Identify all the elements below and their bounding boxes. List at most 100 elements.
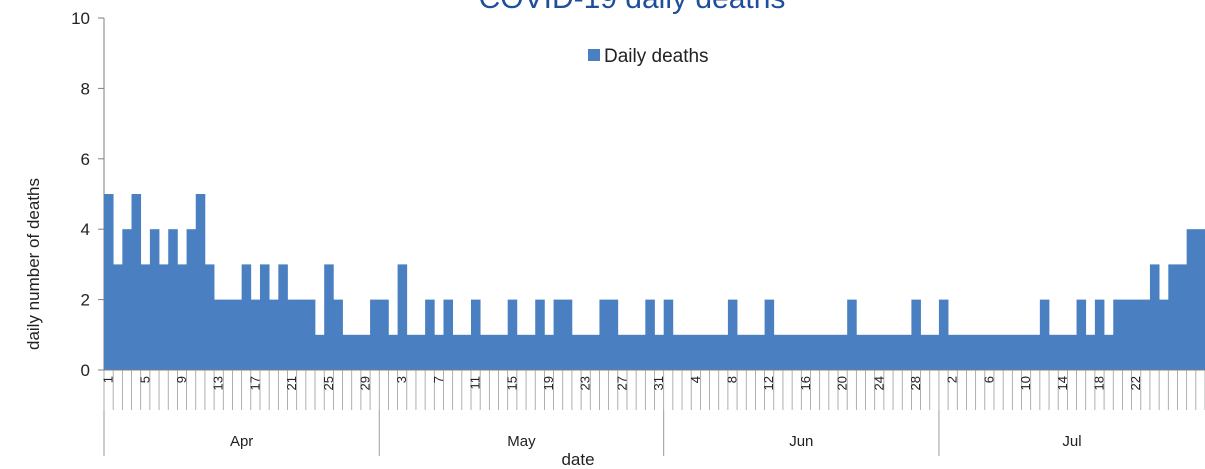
bar	[425, 299, 435, 370]
bar	[535, 299, 545, 370]
x-tick-label: 11	[468, 376, 483, 390]
bar	[1030, 334, 1041, 370]
bar	[746, 334, 756, 370]
bar	[838, 334, 848, 370]
bar	[1122, 299, 1132, 370]
bar	[1094, 299, 1105, 370]
bar	[379, 299, 389, 370]
bar	[709, 334, 720, 370]
bar	[443, 299, 454, 370]
bar	[865, 334, 876, 370]
bar	[434, 334, 444, 370]
bar	[397, 264, 408, 370]
bar	[1195, 229, 1205, 370]
bar	[526, 334, 536, 370]
bar	[847, 299, 857, 370]
bar	[168, 229, 178, 370]
y-tick-label: 2	[81, 291, 90, 310]
bar	[810, 334, 821, 370]
bar	[159, 264, 169, 370]
x-tick-label: 2	[945, 376, 960, 383]
x-tick-label: 22	[1128, 376, 1143, 390]
legend: Daily deaths	[588, 46, 709, 67]
x-tick-label: 5	[137, 376, 152, 383]
bar	[452, 334, 463, 370]
bar	[1076, 299, 1087, 370]
bar	[204, 264, 215, 370]
bar	[370, 299, 380, 370]
bar	[893, 334, 903, 370]
bar	[764, 299, 775, 370]
bar	[232, 299, 242, 370]
bar	[645, 299, 655, 370]
x-tick-label: 24	[871, 376, 886, 390]
bar-series	[104, 194, 1205, 370]
x-tick-label: 7	[431, 376, 446, 383]
bar	[406, 334, 417, 370]
bar	[737, 334, 747, 370]
bar	[883, 334, 894, 370]
bar	[186, 229, 197, 370]
bar	[663, 299, 674, 370]
bar	[489, 334, 499, 370]
x-tick-label: 31	[651, 376, 666, 390]
bar	[1186, 229, 1197, 370]
month-label: May	[507, 433, 536, 450]
x-tick-label: 14	[1055, 376, 1070, 390]
x-axis: 1 5 9 13 17 21 25 29 3 7 11 15 19 23 27 31 4 8 12 16 20 24 28 2…	[101, 369, 1205, 456]
bar	[617, 334, 628, 370]
bar	[1113, 299, 1123, 370]
bar	[1067, 334, 1077, 370]
bar	[214, 299, 224, 370]
x-tick-label: 10	[1018, 376, 1033, 390]
bar	[590, 334, 600, 370]
bar	[1003, 334, 1013, 370]
x-axis-label: date	[561, 450, 594, 469]
bar	[581, 334, 591, 370]
bar	[1049, 334, 1059, 370]
bar	[131, 194, 142, 370]
x-tick-label: 29	[357, 376, 372, 390]
bar	[177, 264, 187, 370]
x-tick-label: 8	[724, 376, 739, 383]
bar	[773, 334, 784, 370]
bar	[828, 334, 839, 370]
bar	[755, 334, 765, 370]
bar	[287, 299, 298, 370]
bar	[801, 334, 811, 370]
bar	[1168, 264, 1178, 370]
bar	[305, 299, 316, 370]
bar	[122, 229, 132, 370]
bar	[682, 334, 692, 370]
bar	[911, 299, 921, 370]
bar	[1021, 334, 1032, 370]
bar	[1012, 334, 1022, 370]
bar	[250, 299, 261, 370]
legend-swatch	[588, 49, 600, 61]
bar	[700, 334, 710, 370]
bar	[819, 334, 830, 370]
bar	[993, 334, 1004, 370]
bar	[792, 334, 802, 370]
bar	[599, 299, 609, 370]
bar	[571, 334, 582, 370]
bar	[1140, 299, 1151, 370]
bar	[415, 334, 426, 370]
x-tick-label: 21	[284, 376, 299, 390]
bar	[544, 334, 554, 370]
bar	[259, 264, 270, 370]
bar	[553, 299, 564, 370]
bar	[984, 334, 995, 370]
bar	[1104, 334, 1114, 370]
bar	[278, 264, 288, 370]
bar	[1085, 334, 1096, 370]
legend-label: Daily deaths	[604, 46, 709, 67]
x-tick-label: 13	[211, 376, 226, 390]
bar	[388, 334, 398, 370]
bar	[782, 334, 793, 370]
bar	[902, 334, 912, 370]
bar	[654, 334, 665, 370]
bar	[516, 334, 527, 370]
bar	[360, 334, 371, 370]
bar	[691, 334, 701, 370]
